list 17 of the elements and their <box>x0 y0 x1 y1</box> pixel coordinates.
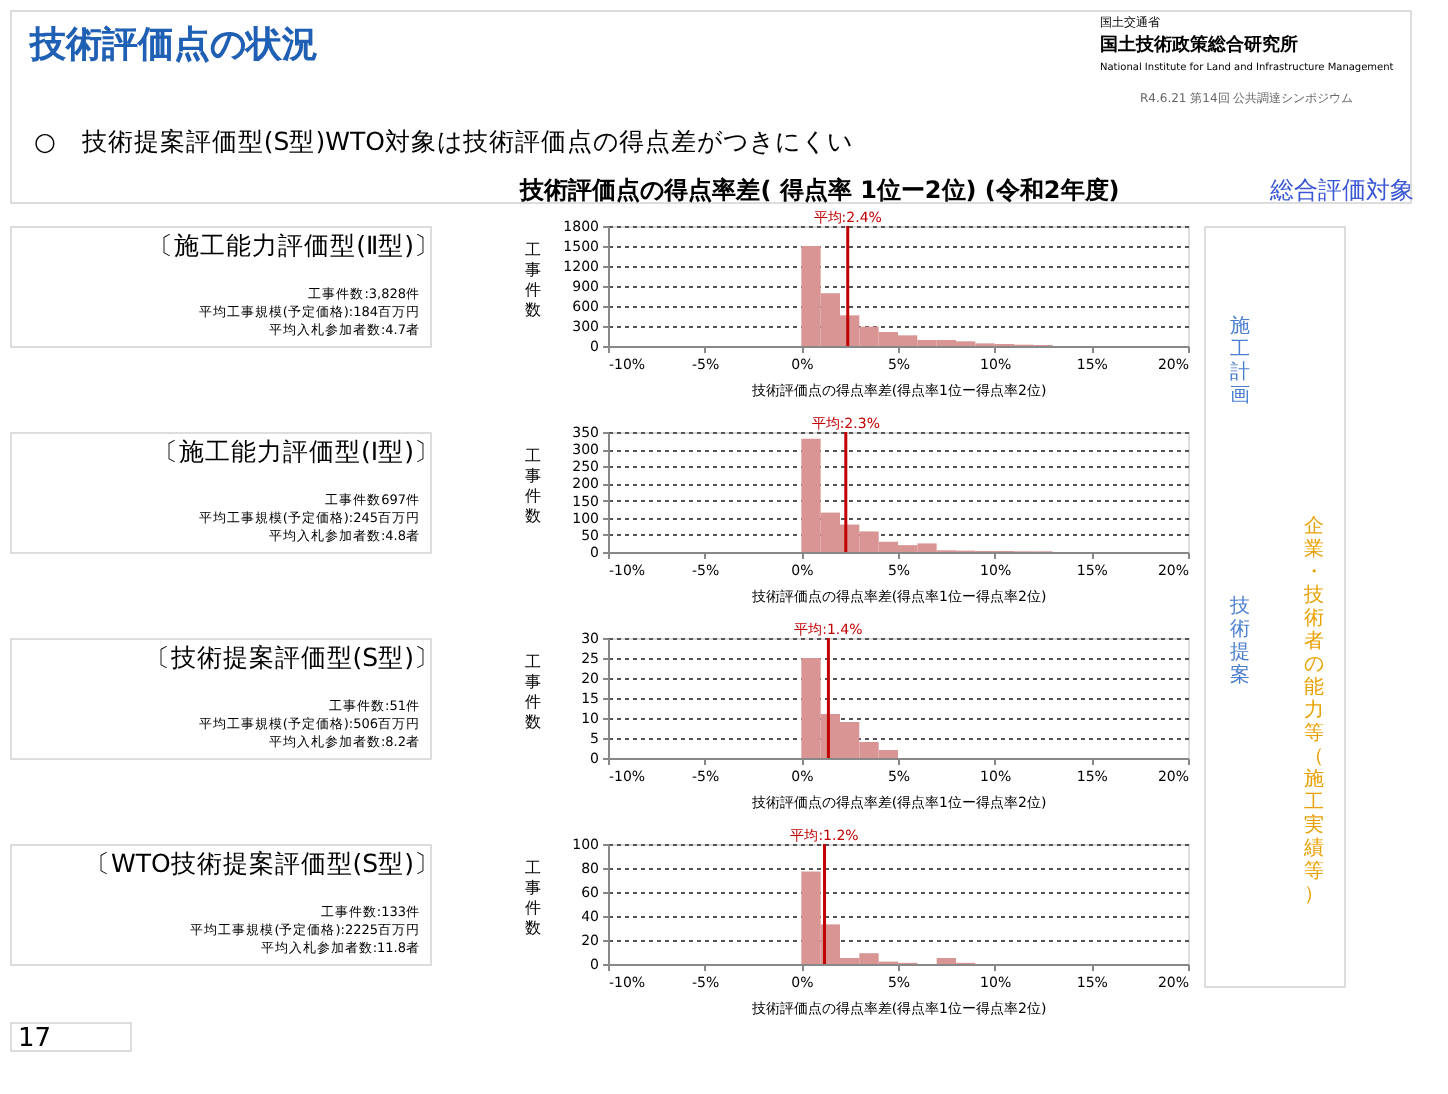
text: 〔施工能力評価型(Ⅰ型)〕 <box>153 436 440 466</box>
text: 企業・技術者の能力等（施工実績等） <box>1304 516 1324 906</box>
text: 技術提案 <box>1228 594 1250 687</box>
text: 〔施工能力評価型(Ⅱ型)〕 <box>148 230 440 260</box>
y-axis-title: 工事件数 <box>525 241 541 319</box>
text: 国土技術政策総合研究所 <box>1100 34 1298 56</box>
text: ○ 技術提案評価型(S型)WTO対象は技術評価点の得点差がつきにくい <box>34 126 853 156</box>
y-axis-title: 工事件数 <box>525 653 541 731</box>
text: 〔技術提案評価型(S型)〕 <box>144 642 440 672</box>
y-axis-title: 工事件数 <box>525 859 541 937</box>
text: 技術評価点の得点率差( 得点率 1位ー2位) (令和2年度) <box>518 176 1120 204</box>
text: 施工計画 <box>1230 314 1250 407</box>
y-axis-title: 工事件数 <box>525 447 541 525</box>
text: 〔WTO技術提案評価型(S型)〕 <box>84 848 440 878</box>
text: 総合評価対象 <box>1268 176 1414 204</box>
text: 17 <box>18 1024 52 1054</box>
text: 技術評価点の状況 <box>28 24 318 66</box>
